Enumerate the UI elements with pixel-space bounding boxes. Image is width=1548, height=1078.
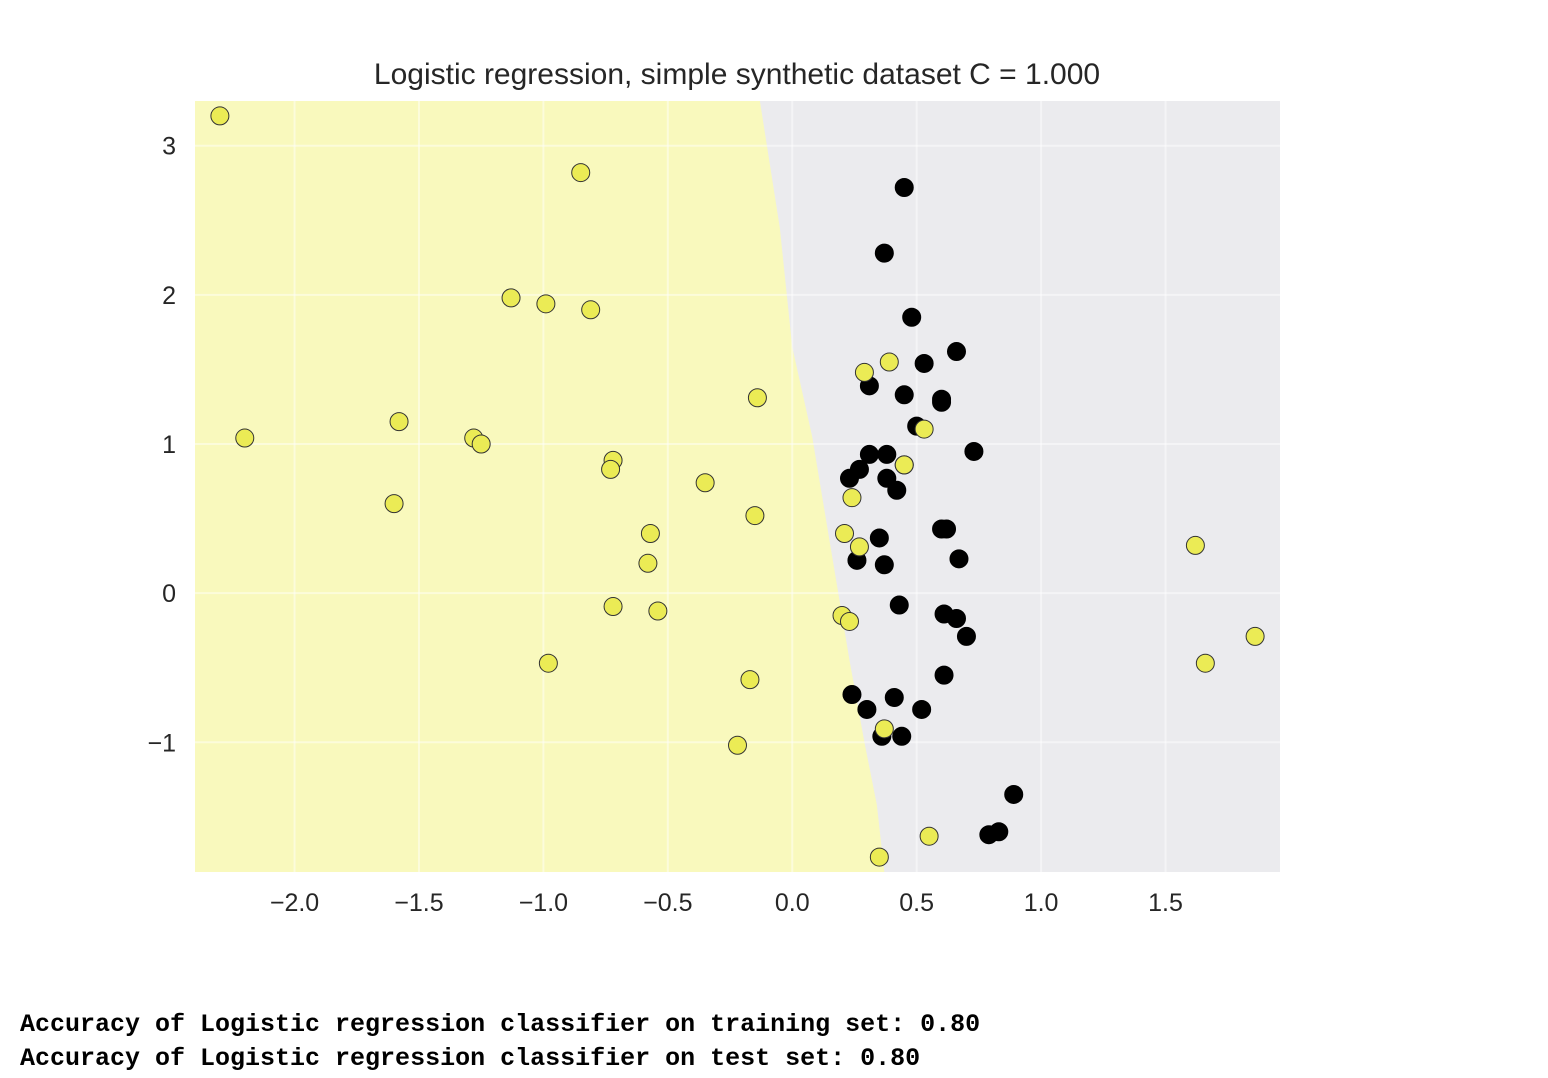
- data-point-class-1: [1185, 535, 1205, 555]
- data-point-class-0: [902, 307, 922, 327]
- x-tick-label: −2.0: [270, 889, 319, 917]
- data-point-class-1: [471, 434, 491, 454]
- data-point-class-1: [210, 106, 230, 126]
- y-tick-label: 3: [162, 133, 176, 161]
- data-point-class-1: [919, 826, 939, 846]
- data-point-class-0: [869, 528, 889, 548]
- data-point-class-1: [874, 719, 894, 739]
- data-point-class-1: [601, 459, 621, 479]
- data-points: [210, 106, 1265, 867]
- data-point-class-1: [835, 523, 855, 543]
- data-point-class-1: [839, 611, 859, 631]
- data-point-class-0: [894, 385, 914, 405]
- data-point-class-0: [912, 699, 932, 719]
- y-tick-label: 0: [162, 580, 176, 608]
- data-point-class-1: [1245, 626, 1265, 646]
- data-point-class-1: [869, 847, 889, 867]
- data-point-class-1: [849, 537, 869, 557]
- data-point-class-0: [979, 825, 999, 845]
- data-point-class-0: [949, 549, 969, 569]
- data-point-class-1: [728, 735, 747, 755]
- data-point-class-1: [536, 294, 556, 314]
- data-point-class-1: [740, 670, 760, 690]
- data-point-class-0: [874, 555, 894, 575]
- data-point-class-0: [946, 342, 966, 362]
- training-accuracy-text: Accuracy of Logistic regression classifi…: [20, 1010, 981, 1039]
- data-point-class-0: [956, 626, 976, 646]
- data-point-class-1: [648, 601, 668, 621]
- data-point-class-1: [389, 412, 409, 432]
- data-point-class-1: [571, 163, 591, 183]
- data-point-class-1: [1195, 653, 1215, 673]
- plot-area: [195, 101, 1280, 872]
- data-point-class-0: [894, 177, 914, 197]
- data-point-class-0: [877, 444, 897, 464]
- data-point-class-0: [964, 441, 984, 461]
- data-point-class-1: [603, 597, 623, 617]
- data-point-class-0: [937, 519, 957, 539]
- data-point-class-1: [638, 553, 658, 573]
- data-point-class-1: [640, 523, 660, 543]
- data-point-class-1: [914, 419, 934, 439]
- output-text: Accuracy of Logistic regression classifi…: [20, 1008, 980, 1076]
- data-point-class-1: [879, 352, 899, 372]
- data-point-class-1: [695, 473, 715, 493]
- data-point-class-0: [892, 726, 912, 746]
- x-tick-label: 1.5: [1148, 889, 1183, 917]
- x-axis-ticks: −2.0 −1.5 −1.0 −0.5 0.0 0.5 1.0 1.5: [270, 889, 1183, 917]
- data-point-class-0: [934, 665, 954, 685]
- data-point-class-0: [857, 699, 877, 719]
- x-tick-label: 1.0: [1024, 889, 1059, 917]
- data-point-class-0: [839, 468, 859, 488]
- data-point-class-1: [894, 455, 914, 475]
- x-tick-label: 0.0: [775, 889, 810, 917]
- chart-title: Logistic regression, simple synthetic da…: [374, 58, 1100, 91]
- data-point-class-1: [235, 428, 255, 448]
- y-tick-label: −1: [147, 729, 176, 757]
- data-point-class-1: [854, 362, 874, 382]
- data-point-class-0: [946, 608, 966, 628]
- data-point-class-1: [747, 388, 767, 408]
- data-point-class-1: [842, 488, 862, 508]
- test-accuracy-text: Accuracy of Logistic regression classifi…: [20, 1044, 921, 1073]
- decision-region-class-1: [195, 101, 885, 872]
- data-point-class-0: [874, 243, 894, 263]
- y-tick-label: 1: [162, 431, 176, 459]
- y-axis-ticks: −1 0 1 2 3: [147, 133, 176, 758]
- x-tick-label: 0.5: [899, 889, 934, 917]
- data-point-class-1: [581, 300, 601, 320]
- x-tick-label: −0.5: [643, 889, 692, 917]
- x-tick-label: −1.5: [394, 889, 443, 917]
- data-point-class-0: [887, 480, 907, 500]
- scatter-chart: Logistic regression, simple synthetic da…: [147, 58, 1280, 917]
- data-point-class-1: [538, 653, 558, 673]
- y-tick-label: 2: [162, 282, 176, 310]
- data-point-class-0: [884, 688, 904, 708]
- data-point-class-0: [1004, 784, 1024, 804]
- data-point-class-0: [889, 595, 909, 615]
- data-point-class-1: [745, 506, 765, 526]
- data-point-class-0: [914, 353, 934, 373]
- gridlines: [195, 101, 1280, 872]
- data-point-class-1: [384, 494, 404, 514]
- x-tick-label: −1.0: [519, 889, 568, 917]
- data-point-class-0: [842, 685, 862, 705]
- data-point-class-0: [932, 392, 952, 412]
- data-point-class-1: [501, 288, 521, 308]
